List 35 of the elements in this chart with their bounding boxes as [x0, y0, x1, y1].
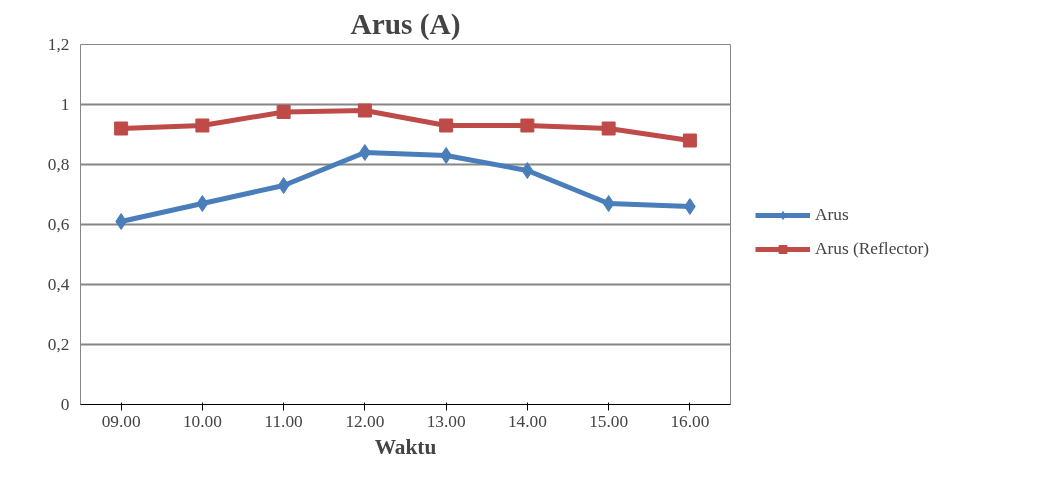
- y-tick-label: 0: [60, 395, 70, 414]
- point: [196, 195, 209, 212]
- point: [277, 177, 290, 194]
- y-tick-label: 0,6: [47, 215, 70, 234]
- point: [439, 118, 454, 133]
- point: [602, 195, 615, 212]
- point: [195, 118, 210, 133]
- x-tick-label: 11.00: [264, 411, 303, 431]
- point: [682, 133, 697, 148]
- x-tick-label: 13.00: [426, 411, 466, 431]
- x-tick-label: 09.00: [101, 411, 141, 431]
- x-tick-label: 12.00: [345, 411, 385, 431]
- x-tick-label: 14.00: [507, 411, 547, 431]
- point: [520, 118, 535, 133]
- x-axis-title: Waktu: [374, 434, 437, 459]
- point: [440, 147, 452, 164]
- chart-title: Arus (A): [350, 7, 461, 41]
- point: [684, 198, 696, 215]
- point: [115, 213, 127, 230]
- x-tick-label: 15.00: [589, 411, 629, 431]
- y-tick-label: 1,2: [47, 35, 70, 54]
- legend-label: Arus (Reflector): [815, 239, 930, 259]
- point: [521, 162, 534, 179]
- point: [114, 121, 129, 136]
- x-tick-label: 10.00: [182, 411, 222, 431]
- point: [601, 121, 616, 136]
- y-tick-label: 0,8: [47, 155, 70, 174]
- y-tick-label: 0,4: [47, 275, 70, 294]
- point: [357, 103, 372, 118]
- point: [359, 144, 371, 161]
- y-tick-label: 0,2: [47, 335, 70, 354]
- x-tick-label: 16.00: [670, 411, 710, 431]
- y-tick-label: 1: [60, 95, 70, 114]
- legend-label: Arus: [815, 205, 849, 225]
- point: [276, 105, 291, 119]
